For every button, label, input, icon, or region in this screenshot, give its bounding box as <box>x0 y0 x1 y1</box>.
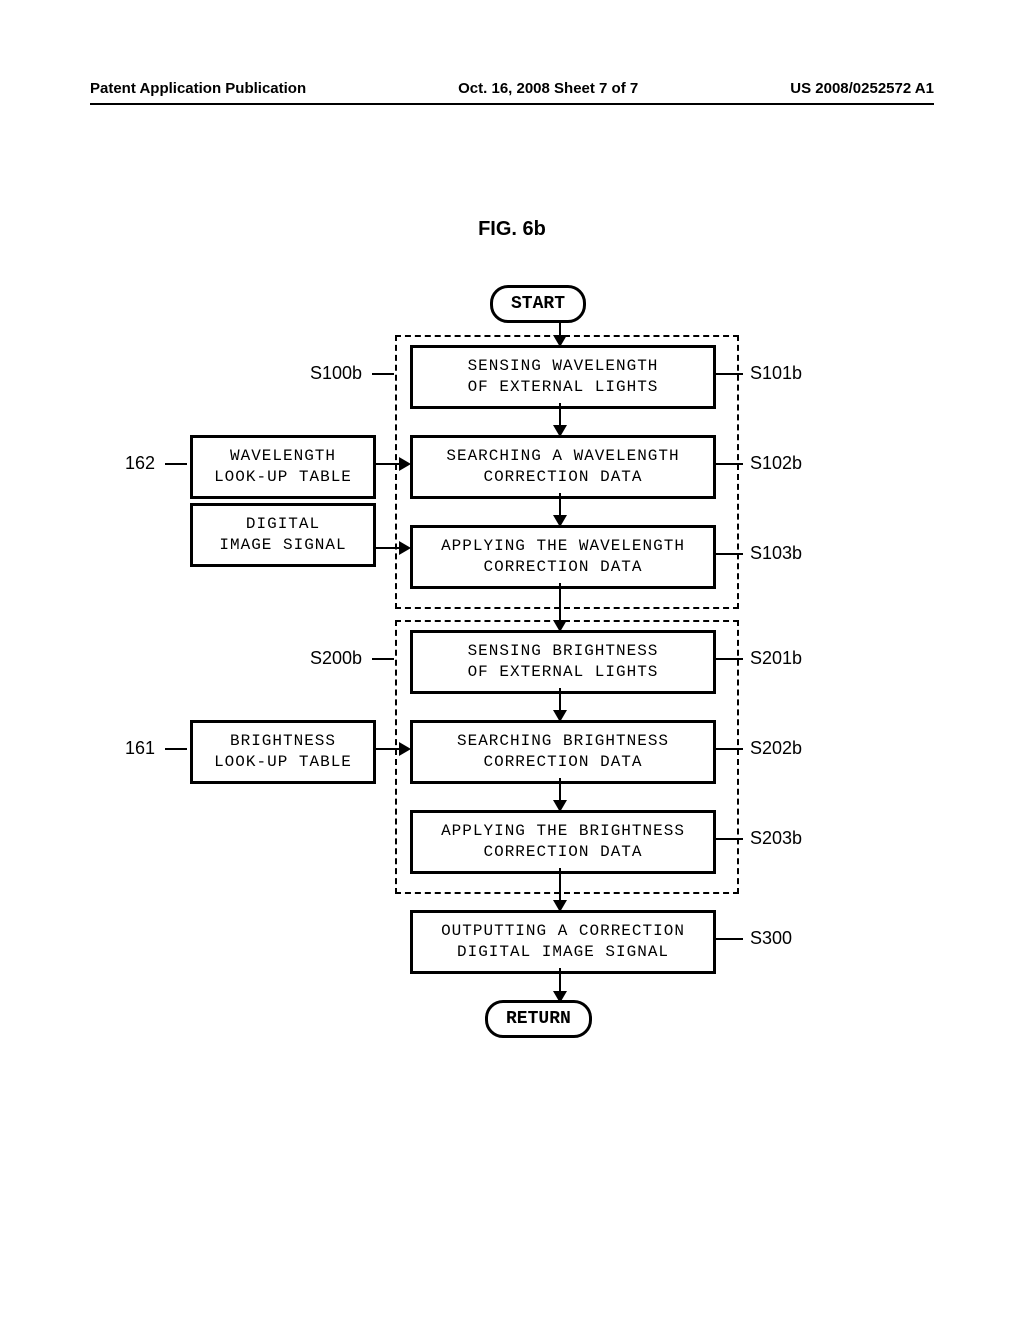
ref-s200b: S200b <box>310 648 362 669</box>
flowchart: START SENSING WAVELENGTH OF EXTERNAL LIG… <box>110 285 910 1105</box>
leader-line <box>713 938 743 940</box>
arrow-icon <box>399 541 411 555</box>
arrow-icon <box>553 425 567 437</box>
leader-line <box>165 463 187 465</box>
ref-s102b: S102b <box>750 453 802 474</box>
arrow-icon <box>553 991 567 1003</box>
step-s300: OUTPUTTING A CORRECTION DIGITAL IMAGE SI… <box>410 910 716 974</box>
return-terminal: RETURN <box>485 1000 592 1038</box>
ref-162: 162 <box>125 453 155 474</box>
leader-line <box>713 373 743 375</box>
leader-line <box>372 658 394 660</box>
connector <box>559 403 561 427</box>
arrow-icon <box>553 515 567 527</box>
arrow-icon <box>553 900 567 912</box>
leader-line <box>713 658 743 660</box>
step-s102b: SEARCHING A WAVELENGTH CORRECTION DATA <box>410 435 716 499</box>
ref-s300: S300 <box>750 928 792 949</box>
connector <box>559 688 561 712</box>
step-s103b: APPLYING THE WAVELENGTH CORRECTION DATA <box>410 525 716 589</box>
step-s203b: APPLYING THE BRIGHTNESS CORRECTION DATA <box>410 810 716 874</box>
leader-line <box>713 463 743 465</box>
step-s202b: SEARCHING BRIGHTNESS CORRECTION DATA <box>410 720 716 784</box>
leader-line <box>165 748 187 750</box>
step-s201b: SENSING BRIGHTNESS OF EXTERNAL LIGHTS <box>410 630 716 694</box>
connector <box>559 868 561 902</box>
header-center: Oct. 16, 2008 Sheet 7 of 7 <box>458 80 638 97</box>
connector <box>559 778 561 802</box>
ref-s101b: S101b <box>750 363 802 384</box>
figure-title: FIG. 6b <box>0 218 1024 241</box>
arrow-icon <box>399 742 411 756</box>
ref-s103b: S103b <box>750 543 802 564</box>
arrow-icon <box>553 620 567 632</box>
arrow-icon <box>553 335 567 347</box>
brightness-lookup-table: BRIGHTNESS LOOK-UP TABLE <box>190 720 376 784</box>
ref-161: 161 <box>125 738 155 759</box>
header-left: Patent Application Publication <box>90 80 306 97</box>
connector <box>373 547 401 549</box>
connector <box>373 463 401 465</box>
step-s101b: SENSING WAVELENGTH OF EXTERNAL LIGHTS <box>410 345 716 409</box>
leader-line <box>713 838 743 840</box>
arrow-icon <box>553 710 567 722</box>
header-right: US 2008/0252572 A1 <box>790 80 934 97</box>
ref-s202b: S202b <box>750 738 802 759</box>
ref-s201b: S201b <box>750 648 802 669</box>
leader-line <box>372 373 394 375</box>
arrow-icon <box>399 457 411 471</box>
ref-s203b: S203b <box>750 828 802 849</box>
connector <box>373 748 401 750</box>
connector <box>559 493 561 517</box>
digital-image-signal: DIGITAL IMAGE SIGNAL <box>190 503 376 567</box>
leader-line <box>713 553 743 555</box>
leader-line <box>713 748 743 750</box>
page-header: Patent Application Publication Oct. 16, … <box>90 80 934 105</box>
ref-s100b: S100b <box>310 363 362 384</box>
arrow-icon <box>553 800 567 812</box>
wavelength-lookup-table: WAVELENGTH LOOK-UP TABLE <box>190 435 376 499</box>
connector <box>559 583 561 623</box>
start-terminal: START <box>490 285 586 323</box>
